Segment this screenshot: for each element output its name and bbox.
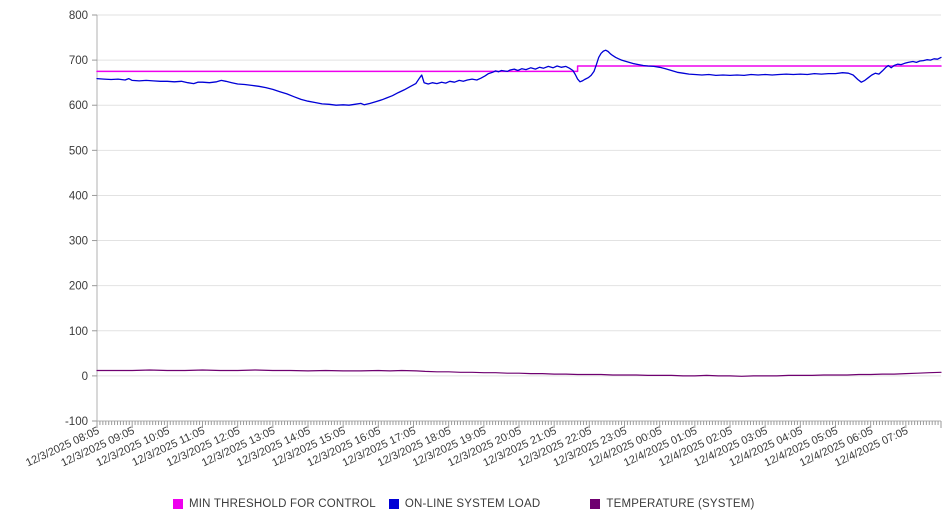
x-tick-marks xyxy=(96,421,942,428)
y-tick-label-600: 600 xyxy=(69,100,88,112)
y-tick-label-100: 100 xyxy=(69,326,88,338)
series-line-0 xyxy=(96,65,942,73)
legend-item-min-threshold: MIN THRESHOLD FOR CONTROL xyxy=(173,498,376,510)
series-line-2 xyxy=(96,369,942,377)
legend-swatch-temperature-icon xyxy=(590,499,601,509)
axis-lines xyxy=(96,15,941,422)
y-tick-label-200: 200 xyxy=(69,281,88,293)
legend-swatch-min-threshold-icon xyxy=(173,499,183,509)
y-gridlines xyxy=(97,14,941,377)
y-tick-label--100: -100 xyxy=(65,416,88,428)
y-tick-label-400: 400 xyxy=(69,190,88,202)
chart-legend: MIN THRESHOLD FOR CONTROL ON-LINE SYSTEM… xyxy=(173,496,755,512)
y-tick-label-300: 300 xyxy=(69,236,88,248)
y-tick-label-0: 0 xyxy=(82,371,88,383)
series-line-1 xyxy=(96,49,942,106)
legend-label-temperature: TEMPERATURE (SYSTEM) xyxy=(606,498,755,510)
legend-item-temperature: TEMPERATURE (SYSTEM) xyxy=(590,498,754,510)
y-tick-marks xyxy=(92,14,97,422)
legend-label-min-threshold: MIN THRESHOLD FOR CONTROL xyxy=(189,498,376,510)
y-tick-label-500: 500 xyxy=(69,145,88,157)
legend-item-system-load: ON-LINE SYSTEM LOAD xyxy=(388,498,541,510)
series-lines xyxy=(96,49,942,377)
y-tick-label-700: 700 xyxy=(69,55,88,67)
y-tick-labels: 800 700 600 500 400 300 200 100 0 -100 xyxy=(65,10,88,428)
legend-swatch-system-load-icon xyxy=(388,499,399,509)
y-tick-label-800: 800 xyxy=(69,10,88,22)
legend-label-system-load: ON-LINE SYSTEM LOAD xyxy=(404,498,541,510)
